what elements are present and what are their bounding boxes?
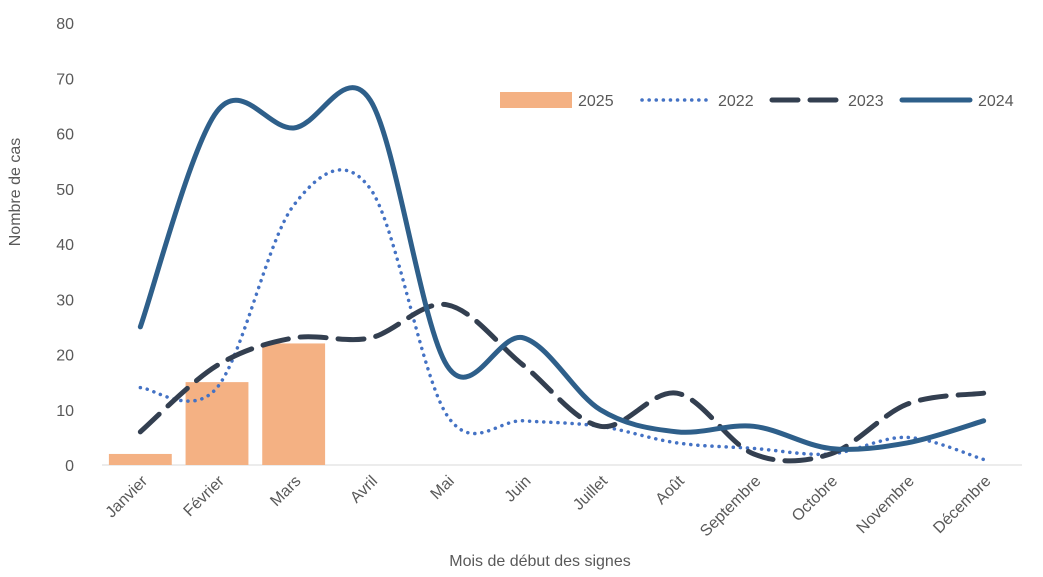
x-tick-label: Avril <box>347 473 381 507</box>
y-tick-label: 80 <box>56 16 74 33</box>
bar-series <box>108 343 326 465</box>
x-tick-label: Août <box>653 472 689 508</box>
x-axis-ticks: Janvier Février Mars Avril Mai Juin Juillet Aoû… <box>103 472 995 540</box>
y-tick-label: 10 <box>56 403 74 420</box>
x-tick-label: Mai <box>428 473 458 503</box>
x-tick-label: Septembre <box>697 473 764 540</box>
bar-2025-Janvier <box>108 453 172 465</box>
x-tick-label: Mars <box>267 473 304 510</box>
x-tick-label: Juin <box>502 473 535 506</box>
y-tick-label: 0 <box>65 458 74 475</box>
legend: 2025 2022 2023 2024 <box>500 92 1014 110</box>
y-tick-label: 50 <box>56 182 74 199</box>
point-2023-Mars <box>293 337 294 338</box>
x-axis-title: Mois de début des signes <box>449 553 630 570</box>
legend-label-2023: 2023 <box>848 93 884 110</box>
y-tick-label: 20 <box>56 348 74 365</box>
legend-label-2024: 2024 <box>978 93 1014 110</box>
y-tick-label: 30 <box>56 292 74 309</box>
x-tick-label: Janvier <box>103 472 152 521</box>
bar-2025-Février <box>185 382 249 465</box>
y-tick-label: 40 <box>56 237 74 254</box>
point-2023-Avril <box>370 337 371 338</box>
x-tick-label: Octobre <box>789 473 841 525</box>
x-tick-label: Juillet <box>570 472 611 513</box>
point-2022-Mars <box>293 205 294 206</box>
line-series <box>137 85 987 464</box>
bar-2025-Mars <box>262 343 326 465</box>
x-tick-label: Décembre <box>930 473 994 537</box>
legend-label-2022: 2022 <box>718 93 754 110</box>
series-line-2023 <box>137 301 987 464</box>
series-line-2024 <box>137 85 987 452</box>
y-tick-label: 60 <box>56 127 74 144</box>
y-tick-label: 70 <box>56 71 74 88</box>
y-axis-ticks: 0 10 20 30 40 50 60 70 80 <box>56 16 74 475</box>
legend-swatch-2025 <box>500 92 572 108</box>
legend-label-2025: 2025 <box>578 93 614 110</box>
x-tick-label: Novembre <box>854 473 918 537</box>
x-tick-label: Février <box>181 472 229 520</box>
y-axis-title: Nombre de cas <box>7 138 24 247</box>
series-line-2022 <box>138 168 986 462</box>
